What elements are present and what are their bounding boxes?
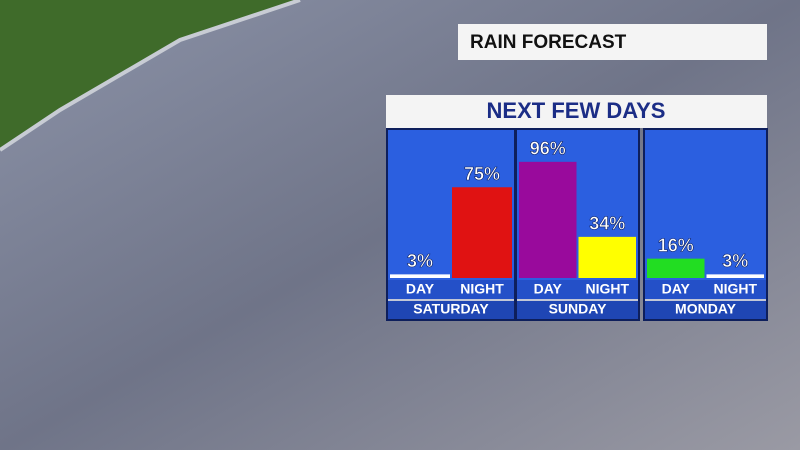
subtitle: NEXT FEW DAYS <box>487 98 666 123</box>
category-label: DAY <box>406 281 435 297</box>
value-label: 34% <box>589 214 625 234</box>
panels: SATURDAY 3% DAY 75% NIGHT SUNDAY 96% DAY 34% NIGH… <box>386 128 768 321</box>
day-label: SUNDAY <box>549 301 607 317</box>
category-label: NIGHT <box>460 281 504 297</box>
value-label: 3% <box>722 251 748 271</box>
day-label: SATURDAY <box>413 301 489 317</box>
category-row <box>645 280 766 299</box>
day-label: MONDAY <box>675 301 737 317</box>
bar <box>390 274 450 278</box>
day-row <box>517 301 638 319</box>
bar <box>452 187 512 278</box>
category-label: NIGHT <box>585 281 629 297</box>
category-row <box>517 280 638 299</box>
category-label: DAY <box>662 281 691 297</box>
value-label: 75% <box>464 164 500 184</box>
category-label: DAY <box>534 281 563 297</box>
value-label: 3% <box>407 251 433 271</box>
curb <box>0 0 301 152</box>
value-label: 16% <box>658 235 694 255</box>
value-label: 96% <box>530 139 566 159</box>
grass <box>0 0 300 150</box>
day-row <box>645 301 766 319</box>
panel-plot <box>645 130 766 280</box>
bar <box>519 161 577 278</box>
bar <box>578 236 636 278</box>
title: RAIN FORECAST <box>470 32 627 53</box>
day-row <box>388 301 514 319</box>
category-label: NIGHT <box>713 281 757 297</box>
category-row <box>388 280 514 299</box>
subtitle-box <box>386 95 767 128</box>
title-box <box>458 24 767 60</box>
bar <box>706 274 764 278</box>
bar <box>647 258 705 278</box>
